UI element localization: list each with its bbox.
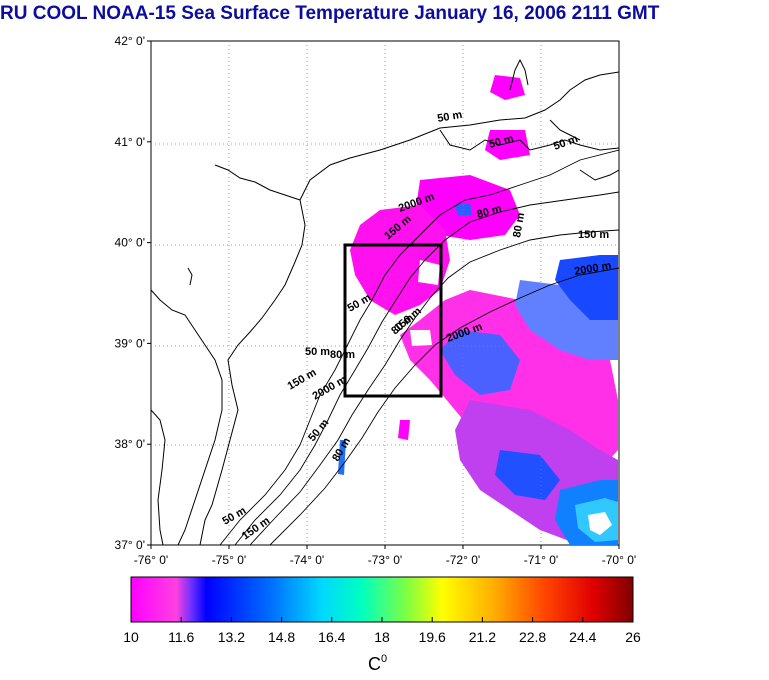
colorbar-unit: C0 <box>368 653 387 674</box>
contour-label: 80 m <box>330 349 355 361</box>
lon-tick-label: -71° 0' <box>524 553 558 567</box>
colorbar <box>130 576 634 623</box>
colorbar-tick-label: 24.4 <box>569 629 596 645</box>
lon-tick-label: -73° 0' <box>368 553 402 567</box>
contour-label: 50 m <box>436 109 463 125</box>
contour-label: 80 m <box>511 212 527 239</box>
lon-tick-label: -72° 0' <box>446 553 480 567</box>
lon-tick-label: -76° 0' <box>134 553 168 567</box>
lat-tick-label: 39° 0' <box>115 336 145 350</box>
colorbar-tick-label: 16.4 <box>318 629 345 645</box>
colorbar-tick-label: 22.8 <box>519 629 546 645</box>
map-title: RU COOL NOAA-15 Sea Surface Temperature … <box>0 3 660 24</box>
bathymetry-contours <box>219 149 619 545</box>
lat-tick-label: 40° 0' <box>115 236 145 250</box>
colorbar-tick-label: 10 <box>123 629 139 645</box>
lat-tick-label: 41° 0' <box>115 135 145 149</box>
lat-tick-label: 42° 0' <box>115 34 145 48</box>
contour-label: 50 m <box>305 346 330 358</box>
lon-tick-label: -75° 0' <box>212 553 246 567</box>
colorbar-tick-label: 18 <box>374 629 390 645</box>
lon-tick-label: -74° 0' <box>290 553 324 567</box>
colorbar-tick-label: 19.6 <box>419 629 446 645</box>
colorbar-tick-label: 21.2 <box>469 629 496 645</box>
colorbar-tick-label: 14.8 <box>268 629 295 645</box>
colorbar-tick-label: 26 <box>625 629 641 645</box>
study-area-box <box>343 243 443 398</box>
coastline <box>151 58 619 545</box>
colorbar-tick-label: 11.6 <box>168 629 194 645</box>
contour-label: 150 m <box>578 229 609 241</box>
graticule-grid <box>151 41 619 545</box>
lat-tick-label: 37° 0' <box>115 538 145 552</box>
colorbar-tick-label: 13.2 <box>218 629 245 645</box>
lat-tick-label: 38° 0' <box>115 437 145 451</box>
lon-tick-label: -70° 0' <box>602 553 636 567</box>
